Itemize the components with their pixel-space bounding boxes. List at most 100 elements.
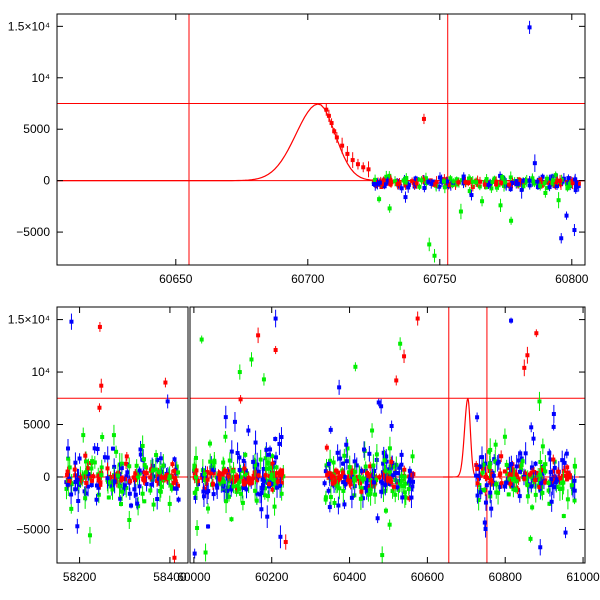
data-point [550,174,555,179]
data-point [240,485,245,490]
data-point [66,456,71,461]
data-point [275,479,280,484]
data-point [229,449,234,454]
data-point [227,458,232,463]
data-point [340,470,345,475]
data-point [83,491,88,496]
data-point [557,487,562,492]
data-point [447,183,452,188]
data-point [283,540,288,545]
data-point [224,499,229,504]
data-point [114,449,119,454]
data-point [84,459,89,464]
data-point [270,454,275,459]
data-point [565,186,570,191]
data-point [348,482,353,487]
data-point [278,534,283,539]
data-point [73,479,78,484]
data-point [144,471,149,476]
y-tick-label: 1.5×10⁴ [8,313,50,327]
data-point [514,479,519,484]
data-point [345,476,350,481]
data-point [269,476,274,481]
data-point [333,479,338,484]
data-point [554,184,559,189]
data-point [402,474,407,479]
data-point [111,433,116,438]
data-point [475,466,480,471]
data-point [529,484,534,489]
data-point [560,481,565,486]
data-point [112,464,117,469]
data-point [565,497,570,502]
data-point [195,525,200,530]
data-point [534,471,539,476]
data-point [409,495,414,500]
data-point [220,472,225,477]
data-point [359,489,364,494]
data-point [407,496,412,501]
x-tick-label: 60400 [333,570,367,584]
data-point [493,459,498,464]
data-point [407,480,412,485]
data-point [328,458,333,463]
data-point [490,179,495,184]
data-point [338,476,343,481]
data-point [560,486,565,491]
data-point [90,478,95,483]
data-point [89,466,94,471]
x-tick-label: 61000 [566,570,600,584]
data-point [99,472,104,477]
data-point [393,492,398,497]
data-point [161,475,166,480]
data-point [253,440,258,445]
data-point [99,383,104,388]
x-tick-label: 58400 [153,570,187,584]
data-point [494,185,499,190]
data-point [533,478,538,483]
data-point [135,501,140,506]
data-point [407,468,412,473]
data-point [508,187,513,192]
data-point [344,442,349,447]
data-point [65,472,70,477]
data-point [539,180,544,185]
data-point [497,473,502,478]
x-tick-label: 60000 [177,570,211,584]
data-point [170,462,175,467]
data-point [406,182,411,187]
data-point [336,478,341,483]
data-point [399,474,404,479]
data-point [415,316,420,321]
data-point [92,446,97,451]
data-point [81,433,86,438]
data-point [410,484,415,489]
bottom-plot-frame [189,306,586,564]
data-point [533,461,538,466]
data-point [442,185,447,190]
data-point [206,506,211,511]
data-point [546,488,551,493]
data-point [167,501,172,506]
data-point [155,497,160,502]
data-point [502,177,507,182]
data-point [227,479,232,484]
data-point [76,499,81,504]
data-point [240,500,245,505]
data-point [537,472,542,477]
data-point [172,468,177,473]
data-point [487,464,492,469]
data-point [163,380,168,385]
data-point [374,452,379,457]
data-point [212,460,217,465]
data-point [525,353,530,358]
data-point [243,452,248,457]
data-point [258,457,263,462]
data-point [340,468,345,473]
data-point [337,486,342,491]
data-point [331,471,336,476]
data-point [262,493,267,498]
data-point [461,174,466,179]
data-point [469,193,474,198]
data-point [510,472,515,477]
